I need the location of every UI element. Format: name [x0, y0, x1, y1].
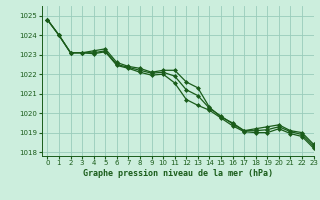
X-axis label: Graphe pression niveau de la mer (hPa): Graphe pression niveau de la mer (hPa)	[83, 169, 273, 178]
